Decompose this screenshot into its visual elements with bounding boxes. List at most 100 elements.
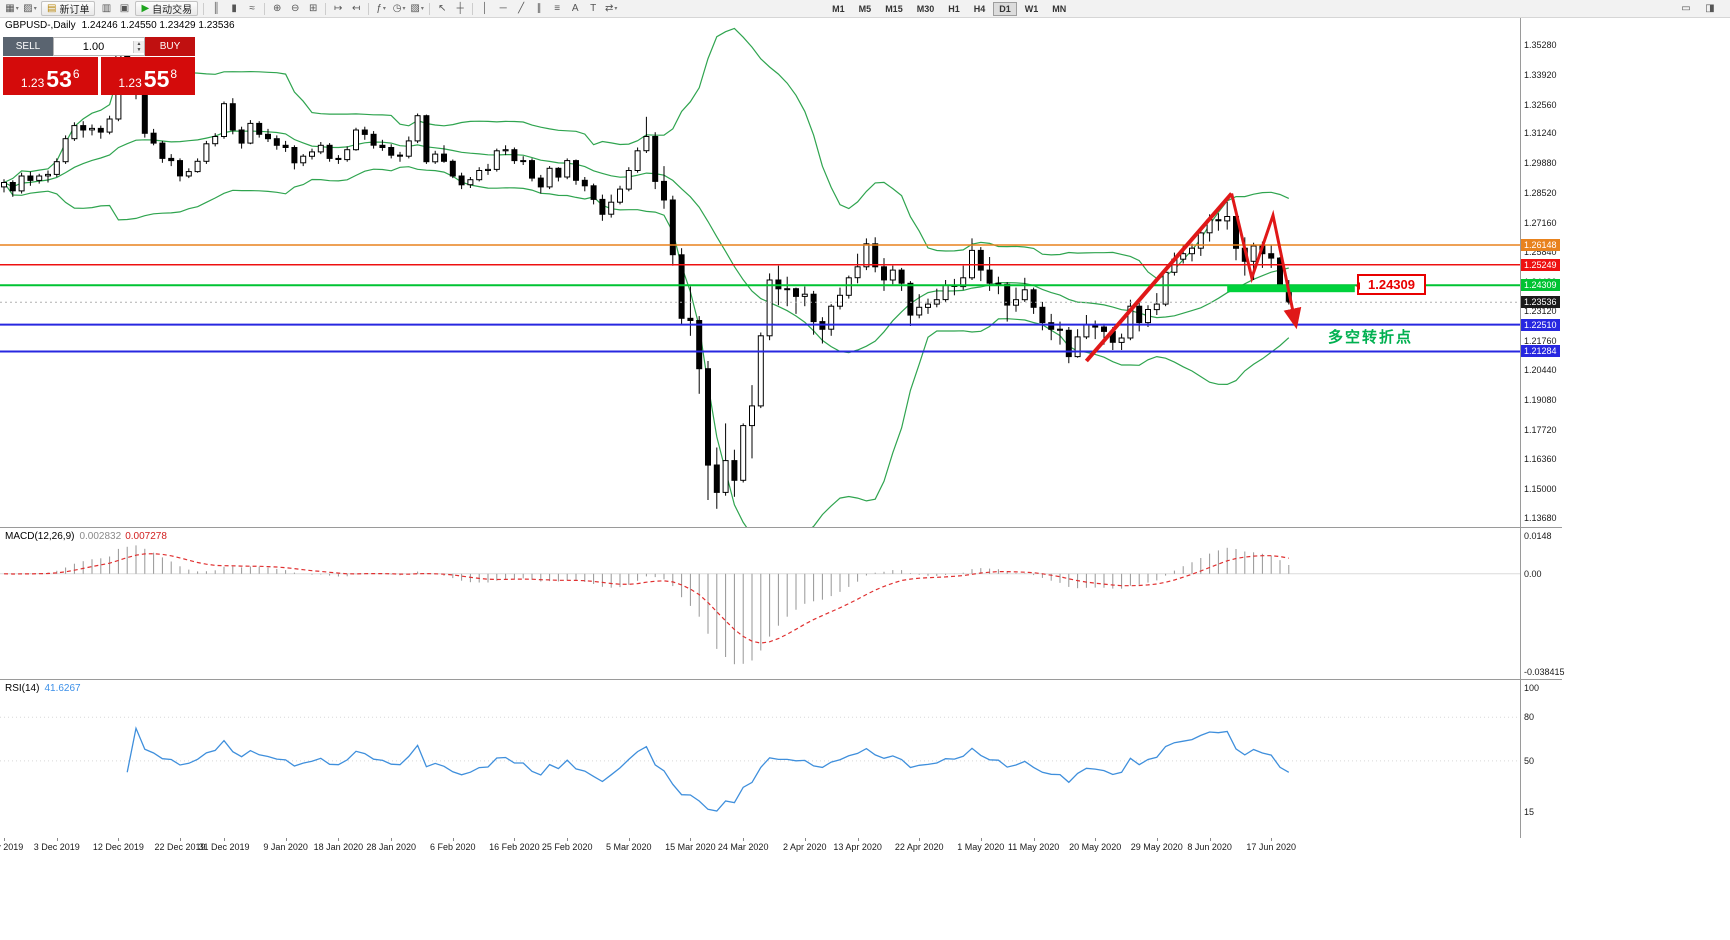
market-watch-icon[interactable]: ▥ bbox=[97, 1, 115, 16]
profiles-icon[interactable]: ▨ ▾ bbox=[21, 1, 39, 16]
sell-button[interactable]: SELL bbox=[3, 37, 53, 56]
price-scale-label: 1.16360 bbox=[1524, 454, 1557, 465]
arrows-icon[interactable]: ⇄ ▾ bbox=[602, 1, 620, 16]
timeframe-h1[interactable]: H1 bbox=[948, 3, 960, 14]
zoom-in-icon[interactable]: ⊕ bbox=[268, 1, 286, 16]
timeframe-h4[interactable]: H4 bbox=[973, 3, 986, 14]
timeframe-m15[interactable]: M15 bbox=[885, 3, 903, 14]
cursor-icon: ↖ bbox=[437, 3, 447, 14]
toolbar-separator bbox=[325, 2, 327, 15]
vertical-line-icon[interactable]: │ bbox=[476, 1, 494, 16]
time-axis-label: 9 Jan 2020 bbox=[263, 842, 308, 852]
panel-separator[interactable] bbox=[0, 527, 1562, 528]
toolbar-right-group: ▭ ◨ bbox=[1677, 0, 1719, 18]
crosshair-icon[interactable]: ┼ bbox=[451, 1, 469, 16]
macd-main-value: 0.002832 bbox=[79, 531, 122, 542]
time-axis[interactable]: Nov 2019 3 Dec 2019 12 Dec 2019 22 Dec 2019… bbox=[0, 838, 1564, 858]
line-chart-icon[interactable]: ≈ bbox=[243, 1, 261, 16]
time-axis-tick bbox=[1271, 838, 1273, 841]
time-axis-tick bbox=[980, 838, 982, 841]
pivot-label[interactable]: 多空转折点 bbox=[1328, 329, 1414, 346]
time-axis-tick bbox=[285, 838, 287, 841]
volume-input[interactable] bbox=[54, 40, 133, 53]
time-axis-label: 2 Apr 2020 bbox=[783, 842, 827, 852]
time-axis-label: 22 Dec 2019 bbox=[154, 842, 206, 852]
timeframe-m1[interactable]: M1 bbox=[832, 3, 845, 14]
chart-shift-icon[interactable]: ↤ bbox=[347, 1, 365, 16]
price-tag: 1.21284 bbox=[1521, 345, 1560, 358]
toolbar-main-group: ▦ ▾ ▨ ▾ ▤ 新订单 ▥ ▣ ▶ 自动交易 ║ ▮ ≈ ⊕ ⊖ ⊞ ↦ ↤ ƒ ▾ ◷ ▾ ▧ ▾ ↖ ┼ │ ─ ╱ ∥ ≡ A T ⇄ ▾ bbox=[3, 0, 620, 18]
price-scale-label: 1.13680 bbox=[1524, 513, 1557, 523]
macd-signal-value: 0.007278 bbox=[125, 531, 167, 542]
time-axis-label: 17 Jun 2020 bbox=[1246, 842, 1296, 852]
price-tag: 1.22510 bbox=[1521, 318, 1560, 331]
cursor-icon[interactable]: ↖ bbox=[433, 1, 451, 16]
toolbar-separator bbox=[472, 2, 474, 15]
data-window-icon[interactable]: ▣ bbox=[115, 1, 133, 16]
volume-down-icon[interactable]: ▼ bbox=[134, 46, 144, 53]
time-axis-label: Nov 2019 bbox=[0, 842, 24, 852]
main-chart-canvas[interactable] bbox=[0, 18, 1520, 528]
sell-price-point: 6 bbox=[72, 67, 80, 81]
price-tag: 1.24309 bbox=[1521, 279, 1560, 292]
buy-price-pips: 55 bbox=[143, 66, 170, 92]
arrows-icon: ⇄ bbox=[604, 3, 614, 14]
channel-icon[interactable]: ∥ bbox=[530, 1, 548, 16]
timeframe-m30[interactable]: M30 bbox=[916, 3, 935, 14]
price-scale-label: 1.35280 bbox=[1524, 40, 1557, 50]
price-scale-label: 1.33920 bbox=[1524, 69, 1557, 80]
horizontal-line-icon[interactable]: ─ bbox=[494, 1, 512, 16]
indicators-icon[interactable]: ƒ ▾ bbox=[372, 1, 390, 16]
buy-button[interactable]: BUY bbox=[145, 37, 195, 56]
volume-stepper[interactable]: ▲ ▼ bbox=[133, 40, 144, 53]
candlestick-chart-icon[interactable]: ▮ bbox=[225, 1, 243, 16]
zoom-out-icon[interactable]: ⊖ bbox=[286, 1, 304, 16]
fibonacci-icon[interactable]: ≡ bbox=[548, 1, 566, 16]
chevron-down-icon: ▾ bbox=[33, 6, 37, 12]
timeframe-mn[interactable]: MN bbox=[1052, 3, 1067, 14]
time-axis-label: 3 Dec 2019 bbox=[33, 842, 80, 852]
timeframe-d1[interactable]: D1 bbox=[993, 1, 1017, 16]
chart-title: GBPUSD-,Daily 1.24246 1.24550 1.23429 1.2… bbox=[5, 20, 235, 31]
tile-windows-icon[interactable]: ⊞ bbox=[304, 1, 322, 16]
bar-chart-icon[interactable]: ║ bbox=[207, 1, 225, 16]
time-axis-label: 18 Jan 2020 bbox=[313, 842, 364, 852]
window-icon[interactable]: ◨ bbox=[1705, 3, 1715, 14]
autotrade-button[interactable]: ▶ 自动交易 bbox=[135, 1, 199, 16]
layout-icon[interactable]: ▭ bbox=[1681, 3, 1691, 14]
trendline-icon[interactable]: ╱ bbox=[512, 1, 530, 16]
price-tag: 1.26148 bbox=[1521, 238, 1560, 251]
panel-separator[interactable] bbox=[0, 679, 1562, 680]
label-icon[interactable]: T bbox=[584, 1, 602, 16]
buy-price-button[interactable]: 1.23 55 8 bbox=[100, 57, 195, 95]
time-axis-label: 16 Feb 2020 bbox=[489, 842, 540, 852]
price-scale-label: 1.21760 bbox=[1524, 336, 1557, 347]
time-axis-tick bbox=[857, 838, 859, 841]
text-icon[interactable]: A bbox=[566, 1, 584, 16]
auto-scroll-icon[interactable]: ↦ bbox=[329, 1, 347, 16]
price-scale-label: 1.27160 bbox=[1524, 217, 1557, 228]
new-chart-icon[interactable]: ▦ ▾ bbox=[3, 1, 21, 16]
time-axis-label: 5 Mar 2020 bbox=[606, 842, 652, 852]
price-scale-label: 1.25840 bbox=[1524, 246, 1557, 257]
ohlc-values: 1.24246 1.24550 1.23429 1.23536 bbox=[81, 20, 235, 31]
time-axis-label: 25 Feb 2020 bbox=[541, 842, 593, 852]
rsi-canvas[interactable] bbox=[0, 680, 1520, 838]
price-scale-label: 1.15000 bbox=[1524, 484, 1557, 495]
new-order-button[interactable]: ▤ 新订单 bbox=[41, 1, 96, 16]
time-axis-tick bbox=[514, 838, 516, 841]
timeframe-w1[interactable]: W1 bbox=[1024, 3, 1039, 14]
symbol-period-label: GBPUSD-,Daily bbox=[5, 20, 76, 31]
time-axis-label: 29 May 2020 bbox=[1130, 842, 1183, 852]
volume-up-icon[interactable]: ▲ bbox=[134, 40, 144, 47]
periods-icon[interactable]: ◷ ▾ bbox=[390, 1, 408, 16]
time-axis-tick bbox=[4, 838, 5, 841]
time-axis-label: 22 Apr 2020 bbox=[894, 842, 944, 852]
macd-canvas[interactable] bbox=[0, 528, 1520, 680]
macd-name: MACD(12,26,9) bbox=[5, 531, 75, 542]
timeframe-m5[interactable]: M5 bbox=[858, 3, 872, 14]
templates-icon[interactable]: ▧ ▾ bbox=[408, 1, 426, 16]
price-callout[interactable]: 1.24309 bbox=[1356, 274, 1426, 296]
sell-price-button[interactable]: 1.23 53 6 bbox=[3, 57, 98, 95]
profiles-icon: ▨ bbox=[23, 3, 33, 14]
